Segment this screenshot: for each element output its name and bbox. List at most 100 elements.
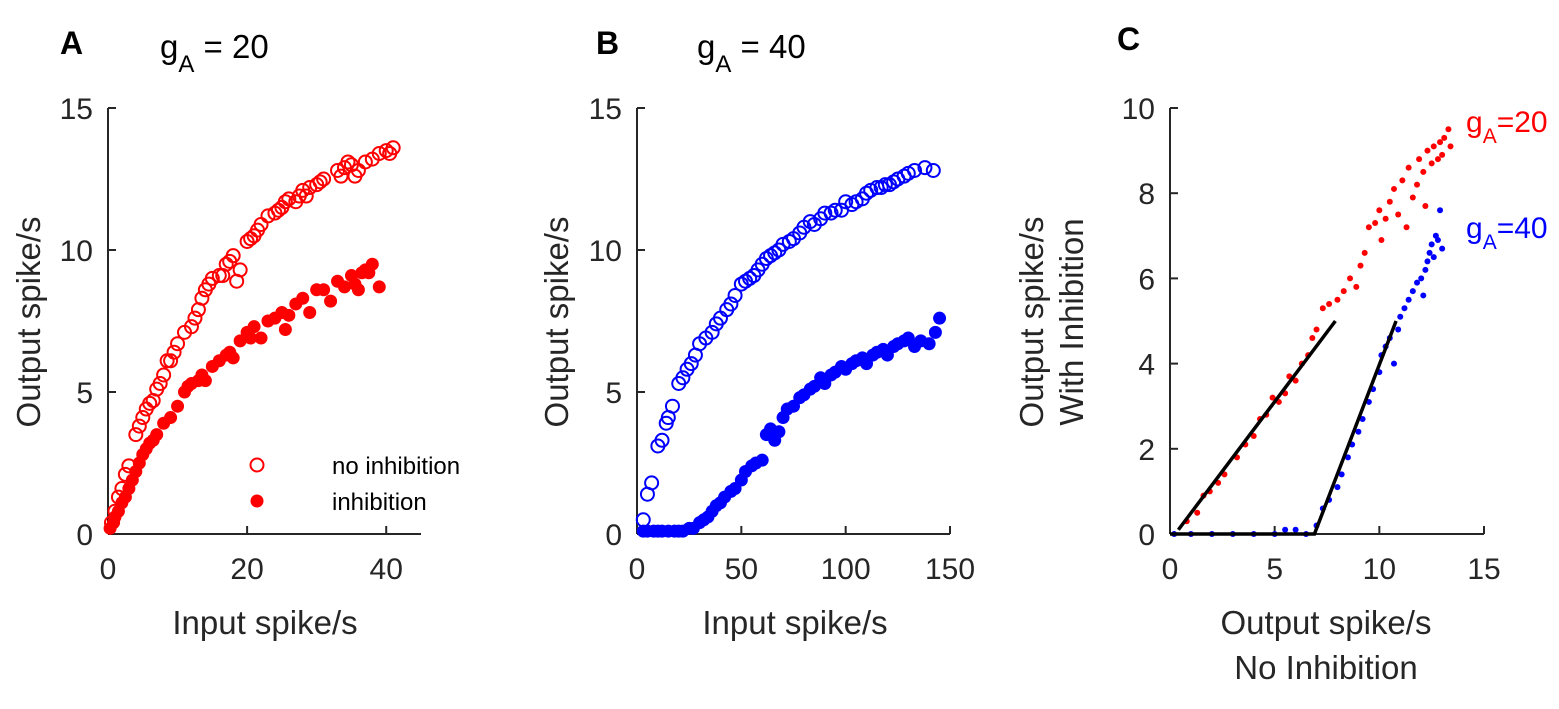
panel-a-point-no-inhibition (128, 427, 144, 443)
panel-a-point-no-inhibition (170, 336, 186, 352)
panel-c-point-ga-20 (1382, 215, 1389, 222)
panel-c-point-ga-20 (1405, 164, 1412, 171)
panel-a-point-no-inhibition (277, 194, 293, 210)
panel-c-point-ga-20 (1395, 211, 1402, 218)
panel-a-x-tick-label: 20 (230, 553, 263, 586)
panel-a-point-inhibition (254, 331, 268, 345)
panel-a-point-no-inhibition (281, 191, 297, 207)
panel-a-y-tick-label: 0 (76, 519, 93, 552)
panel-a-point-no-inhibition (232, 262, 248, 278)
panel-c-point-ga-40 (1405, 296, 1412, 303)
panel-c-y-tick-label: 6 (1138, 263, 1155, 296)
legend-label-no-inhibition: no inhibition (332, 453, 460, 480)
panel-c-point-ga-40 (1430, 254, 1437, 261)
panel-c-point-ga-40 (1334, 484, 1341, 491)
panel-a-letter: A (60, 25, 83, 61)
panel-b-point-no-inhibition (917, 160, 933, 176)
panel-a-point-inhibition (226, 351, 240, 365)
panel-a-y-label: Output spike/s (10, 217, 47, 428)
legend-open-marker (249, 457, 265, 473)
panel-a-point-no-inhibition (204, 270, 220, 286)
panel-b-point-no-inhibition (635, 512, 651, 528)
panel-c-y-label-line2: With Inhibition (1053, 218, 1090, 425)
panel-a-point-inhibition (324, 294, 338, 308)
panel-c-point-ga-20 (1441, 134, 1448, 141)
panel-c-point-ga-20 (1313, 326, 1320, 333)
panel-c-point-ga-20 (1434, 156, 1441, 163)
panel-c-point-ga-20 (1416, 156, 1423, 163)
panel-a-point-inhibition (247, 320, 261, 334)
panel-c-point-ga-20 (1430, 143, 1437, 150)
panel-b-point-no-inhibition (675, 370, 691, 386)
panel-b-point-no-inhibition (654, 432, 670, 448)
panel-c-point-ga-40 (1409, 288, 1416, 295)
panel-a-point-no-inhibition (378, 143, 394, 159)
panel-b-letter: B (596, 25, 619, 61)
panel-c-point-ga-20 (1309, 335, 1316, 342)
panel-c-point-ga-20 (1376, 207, 1383, 214)
panel-c-point-ga-40 (1439, 245, 1446, 252)
panel-a-x-label: Input spike/s (172, 604, 357, 641)
panel-b-point-no-inhibition (664, 398, 680, 414)
panel-c-point-ga-40 (1390, 360, 1397, 367)
panel-a-point-no-inhibition (152, 375, 168, 391)
panel-a-point-inhibition (365, 257, 379, 271)
panel-c-point-ga-20 (1445, 126, 1452, 133)
panel-b-y-tick-label: 15 (589, 93, 622, 126)
panel-a-title: gA = 20 (160, 28, 269, 78)
panel-c-point-ga-20 (1420, 168, 1427, 175)
panel-b-point-no-inhibition (817, 205, 833, 221)
panel-a-point-inhibition (244, 331, 258, 345)
panel-a-point-no-inhibition (131, 418, 147, 434)
panel-c-point-ga-40 (1359, 415, 1366, 422)
panel-c-point-ga-40 (1401, 305, 1408, 312)
annotation-ga-40: gA=40 (1466, 212, 1548, 254)
panel-c-point-ga-20 (1428, 160, 1435, 167)
panel-b-point-inhibition (928, 325, 942, 339)
panel-c-point-ga-40 (1414, 279, 1421, 286)
panel-a-point-no-inhibition (340, 154, 356, 170)
panel-c-point-ga-40 (1418, 275, 1425, 282)
panel-c-point-ga-20 (1422, 202, 1429, 209)
panel-a-point-no-inhibition (166, 344, 182, 360)
panel-b-point-no-inhibition (877, 177, 893, 193)
panel-c-point-ga-20 (1269, 394, 1276, 401)
panel-c-point-ga-40 (1420, 292, 1427, 299)
panel-b-point-no-inhibition (723, 296, 739, 312)
panel-a-y-tick-label: 10 (60, 235, 93, 268)
panel-c-point-ga-20 (1424, 147, 1431, 154)
panel-a-point-no-inhibition (183, 319, 199, 335)
panel-b-point-inhibition (933, 311, 947, 325)
panel-c-point-ga-20 (1361, 249, 1368, 256)
panel-c-point-ga-40 (1338, 471, 1345, 478)
panel-b-point-no-inhibition (925, 162, 941, 178)
panel-c-y-tick-label: 8 (1138, 178, 1155, 211)
panel-c-point-ga-40 (1292, 526, 1299, 533)
panel-b-y-tick-label: 5 (605, 377, 622, 410)
panel-c-point-ga-20 (1319, 305, 1326, 312)
panel-b-point-no-inhibition (704, 324, 720, 340)
annotation-ga-20: gA=20 (1466, 106, 1548, 148)
panel-c-fit-ga-20-line (1176, 319, 1337, 531)
panel-c-point-ga-20 (1403, 224, 1410, 231)
panel-b-point-no-inhibition (644, 475, 660, 491)
panel-b-x-label: Input spike/s (702, 604, 887, 641)
panel-c-fit-ga-40-line (1170, 320, 1398, 536)
panel-c-point-ga-40 (1344, 454, 1351, 461)
panel-a-point-no-inhibition (312, 174, 328, 190)
panel-a-point-inhibition (282, 308, 296, 322)
panel-c-point-ga-20 (1409, 194, 1416, 201)
panel-c-y-label-line1: Output spike/s (1013, 217, 1050, 428)
panel-b-y-label: Output spike/s (538, 217, 575, 428)
panel-c-point-ga-40 (1428, 241, 1435, 248)
panel-b-y-tick-label: 10 (589, 235, 622, 268)
panel-c-y-tick-label: 4 (1138, 349, 1155, 382)
panel-a: A gA = 20 Input spike/s Output spike/s n… (10, 25, 460, 641)
panel-b-point-no-inhibition (683, 356, 699, 372)
panel-c-point-ga-20 (1326, 300, 1333, 307)
panel-c-point-ga-20 (1334, 296, 1341, 303)
panel-a-point-inhibition (372, 280, 386, 294)
panel-a-point-no-inhibition (187, 310, 203, 326)
panel-c-x-tick-label: 10 (1363, 553, 1396, 586)
